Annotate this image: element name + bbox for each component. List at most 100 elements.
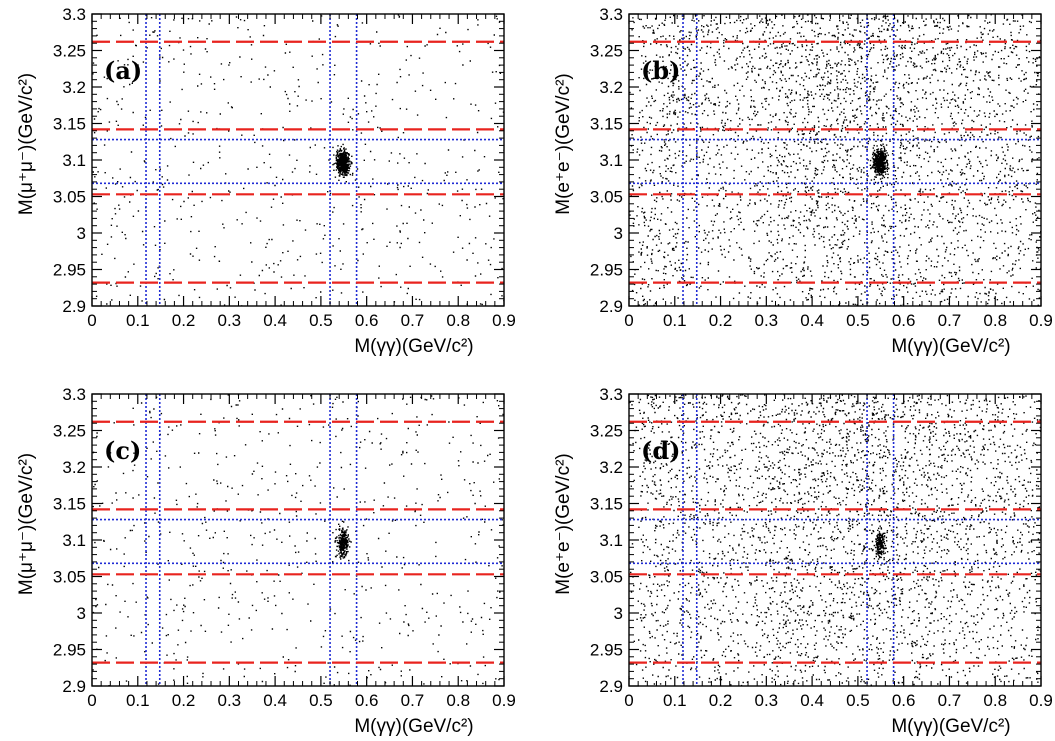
y-tick-label: 3.2 bbox=[62, 458, 86, 477]
y-tick-label: 3.3 bbox=[62, 5, 86, 24]
x-tick-label: 0.9 bbox=[492, 691, 516, 710]
panel-label: (d) bbox=[641, 436, 681, 465]
y-tick-label: 3.05 bbox=[590, 568, 623, 587]
x-axis-title: M(γγ)(GeV/c²) bbox=[354, 716, 473, 737]
x-tick-label: 0.5 bbox=[846, 311, 870, 330]
x-tick-label: 0.7 bbox=[938, 691, 962, 710]
panel-label: (b) bbox=[641, 56, 681, 85]
y-tick-label: 3.1 bbox=[599, 531, 623, 550]
x-tick-label: 0.8 bbox=[983, 311, 1007, 330]
x-tick-label: 0.4 bbox=[263, 311, 287, 330]
panel-label: (c) bbox=[104, 436, 141, 465]
plot-frame bbox=[91, 393, 505, 687]
y-tick-label: 3 bbox=[614, 224, 623, 243]
chart-panel-c: 0 0.1 0.2 0.3 0.4 0.5 0.6 0.7 0.8 0.9 2.9 2.95 3 3.05… bbox=[16, 385, 516, 737]
y-tick-label: 3.25 bbox=[590, 422, 623, 441]
x-tick-label: 0.1 bbox=[126, 311, 150, 330]
x-tick-label: 0.7 bbox=[938, 311, 962, 330]
y-tick-label: 2.9 bbox=[599, 677, 623, 696]
scatter-points bbox=[92, 14, 504, 306]
x-tick-label: 0.2 bbox=[709, 691, 733, 710]
plot-frame bbox=[91, 13, 505, 307]
x-tick-label: 0.5 bbox=[309, 691, 333, 710]
x-tick-label: 0.1 bbox=[663, 691, 687, 710]
x-tick-label: 0.8 bbox=[446, 311, 470, 330]
scatter-dots bbox=[629, 394, 1041, 686]
scatter-dots bbox=[92, 14, 504, 306]
x-axis-title: M(γγ)(GeV/c²) bbox=[891, 716, 1010, 737]
scatter-dots bbox=[92, 394, 504, 686]
y-tick-label: 3.3 bbox=[599, 5, 623, 24]
x-tick-label: 0.2 bbox=[709, 311, 733, 330]
y-tick-label: 3.15 bbox=[590, 115, 623, 134]
y-tick-label: 3.05 bbox=[590, 188, 623, 207]
y-tick-label: 3 bbox=[77, 224, 86, 243]
y-tick-label: 3.05 bbox=[53, 188, 86, 207]
x-axis-title: M(γγ)(GeV/c²) bbox=[354, 336, 473, 357]
y-tick-label: 3.2 bbox=[599, 458, 623, 477]
x-tick-label: 0.3 bbox=[755, 691, 779, 710]
y-axis-title: M(μ⁺μ⁻)(GeV/c²) bbox=[16, 453, 37, 595]
y-tick-label: 3.25 bbox=[53, 42, 86, 61]
y-tick-label: 3.15 bbox=[53, 115, 86, 134]
x-tick-label: 0 bbox=[624, 691, 633, 710]
x-tick-label: 0.7 bbox=[401, 691, 425, 710]
y-tick-label: 2.9 bbox=[62, 677, 86, 696]
x-tick-label: 0.6 bbox=[355, 311, 379, 330]
x-tick-label: 0 bbox=[87, 691, 96, 710]
x-tick-label: 0.5 bbox=[309, 311, 333, 330]
x-tick-label: 0 bbox=[87, 311, 96, 330]
scatter-points bbox=[629, 394, 1041, 686]
x-axis-title: M(γγ)(GeV/c²) bbox=[891, 336, 1010, 357]
x-tick-label: 0.1 bbox=[126, 691, 150, 710]
x-tick-label: 0.2 bbox=[172, 691, 196, 710]
panel-label: (a) bbox=[104, 56, 142, 85]
y-tick-label: 3.05 bbox=[53, 568, 86, 587]
chart-panel-d: 0 0.1 0.2 0.3 0.4 0.5 0.6 0.7 0.8 0.9 2.9 2.95 3 3.05… bbox=[553, 385, 1053, 737]
y-tick-label: 2.95 bbox=[590, 641, 623, 660]
x-tick-label: 0.5 bbox=[846, 691, 870, 710]
y-axis-title: M(e⁺e⁻)(GeV/c²) bbox=[553, 453, 574, 594]
y-tick-label: 3.1 bbox=[599, 151, 623, 170]
y-tick-label: 2.9 bbox=[599, 297, 623, 316]
y-tick-label: 3.2 bbox=[599, 78, 623, 97]
x-tick-label: 0.2 bbox=[172, 311, 196, 330]
y-tick-label: 3.15 bbox=[590, 495, 623, 514]
x-tick-label: 0 bbox=[624, 311, 633, 330]
x-tick-label: 0.3 bbox=[755, 311, 779, 330]
chart-panel-a: 0 0.1 0.2 0.3 0.4 0.5 0.6 0.7 0.8 0.9 2.9 2.95 3 3.05… bbox=[16, 5, 516, 357]
y-tick-label: 3.25 bbox=[53, 422, 86, 441]
x-tick-label: 0.4 bbox=[800, 691, 824, 710]
y-tick-label: 3 bbox=[614, 604, 623, 623]
y-tick-label: 2.95 bbox=[53, 261, 86, 280]
y-tick-label: 3.2 bbox=[62, 78, 86, 97]
y-tick-label: 3.15 bbox=[53, 495, 86, 514]
y-tick-label: 2.9 bbox=[62, 297, 86, 316]
x-tick-label: 0.9 bbox=[492, 311, 516, 330]
scatter-points bbox=[92, 394, 504, 686]
y-tick-label: 3.1 bbox=[62, 151, 86, 170]
x-tick-label: 0.4 bbox=[263, 691, 287, 710]
y-tick-label: 3.1 bbox=[62, 531, 86, 550]
x-tick-label: 0.6 bbox=[892, 311, 916, 330]
x-tick-label: 0.9 bbox=[1029, 311, 1053, 330]
y-tick-label: 2.95 bbox=[590, 261, 623, 280]
x-tick-label: 0.7 bbox=[401, 311, 425, 330]
x-tick-label: 0.8 bbox=[446, 691, 470, 710]
x-tick-label: 0.6 bbox=[355, 691, 379, 710]
y-axis-title: M(μ⁺μ⁻)(GeV/c²) bbox=[16, 73, 37, 215]
x-tick-label: 0.9 bbox=[1029, 691, 1053, 710]
y-axis-title: M(e⁺e⁻)(GeV/c²) bbox=[553, 73, 574, 214]
y-tick-label: 3 bbox=[77, 604, 86, 623]
y-tick-label: 3.3 bbox=[599, 385, 623, 404]
chart-panel-b: 0 0.1 0.2 0.3 0.4 0.5 0.6 0.7 0.8 0.9 2.9 2.95 3 3.05… bbox=[553, 5, 1053, 357]
plot-frame bbox=[628, 13, 1042, 307]
scatter-points bbox=[629, 14, 1041, 306]
x-tick-label: 0.8 bbox=[983, 691, 1007, 710]
x-tick-label: 0.1 bbox=[663, 311, 687, 330]
y-tick-label: 3.3 bbox=[62, 385, 86, 404]
scatter-dots bbox=[629, 14, 1041, 306]
x-tick-label: 0.3 bbox=[218, 311, 242, 330]
x-tick-label: 0.4 bbox=[800, 311, 824, 330]
